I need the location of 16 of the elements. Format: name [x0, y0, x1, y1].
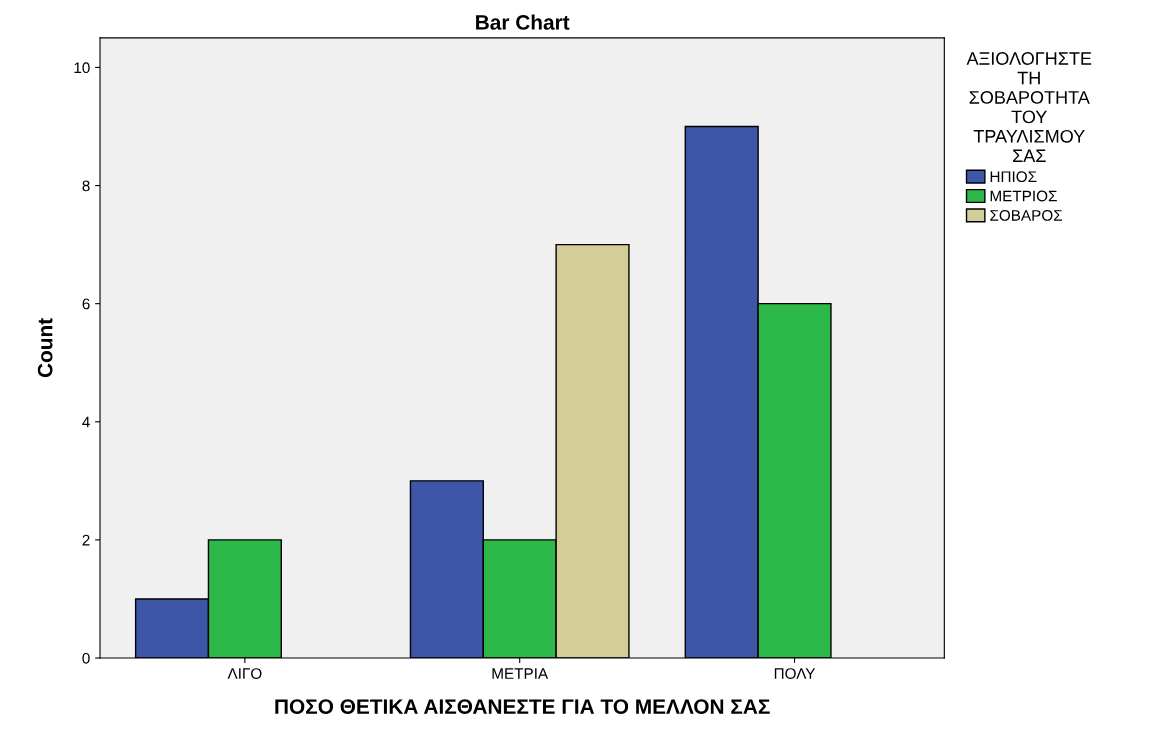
y-tick-label: 2 — [82, 534, 90, 546]
y-axis-title: Count — [37, 318, 53, 378]
y-tick-label: 4 — [82, 416, 90, 428]
legend-title: ΑΞΙΟΛΟΓΗΣΤΕ ΤΗ ΣΟΒΑΡΟΤΗΤΑ ΤΟΥ ΤΡΑΥΛΙΣΜΟΥ ΣΑΣ — [966, 52, 1092, 162]
legend-label: ΣΟΒΑΡΟΣ — [990, 209, 1063, 221]
x-tick-label: ΜΕΤΡΙΑ — [492, 668, 549, 679]
y-tick-label: 6 — [82, 298, 90, 310]
x-tick-label: ΠΟΛΥ — [774, 668, 816, 679]
y-tick-label: 10 — [74, 62, 90, 74]
legend-label: ΜΕΤΡΙΟΣ — [990, 190, 1057, 202]
y-tick-label: 0 — [82, 652, 90, 664]
y-tick-label: 8 — [82, 180, 90, 192]
x-tick-label: ΛΙΓΟ — [227, 668, 262, 679]
chart-title: Bar Chart — [476, 14, 570, 30]
legend-label: ΗΠΙΟΣ — [990, 171, 1037, 183]
x-axis-title: ΠΟΣΟ ΘΕΤΙΚΑ ΑΙΣΘΑΝΕΣΤΕ ΓΙΑ ΤΟ ΜΕΛΛΟΝ ΣΑΣ — [275, 699, 770, 714]
